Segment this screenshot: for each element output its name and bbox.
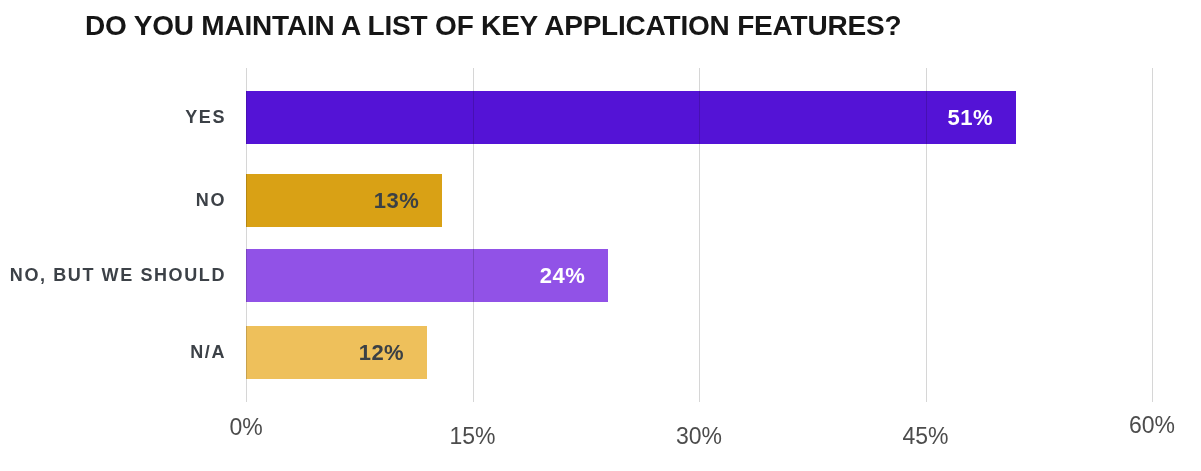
x-tick-label: 15% bbox=[449, 423, 495, 450]
x-tick-label: 30% bbox=[676, 423, 722, 450]
bar-value-label: 24% bbox=[540, 263, 609, 289]
bar: 24% bbox=[246, 249, 608, 302]
gridline bbox=[926, 68, 927, 402]
plot-area: 51% 13% 24% 12% bbox=[246, 68, 1152, 402]
bar-value-label: 51% bbox=[948, 105, 1017, 131]
bar-row: 12% bbox=[246, 326, 427, 379]
bar: 12% bbox=[246, 326, 427, 379]
category-label: NO, BUT WE SHOULD bbox=[0, 249, 226, 302]
category-label: YES bbox=[0, 91, 226, 144]
category-label: NO bbox=[0, 174, 226, 227]
x-axis: 0%15%30%45%60% bbox=[246, 412, 1152, 457]
bar-chart: DO YOU MAINTAIN A LIST OF KEY APPLICATIO… bbox=[0, 0, 1201, 471]
bar-row: 24% bbox=[246, 249, 608, 302]
bar-value-label: 13% bbox=[374, 188, 443, 214]
bar-row: 51% bbox=[246, 91, 1016, 144]
gridline bbox=[246, 68, 247, 402]
x-tick-label: 60% bbox=[1129, 412, 1175, 439]
x-tick-label: 0% bbox=[229, 414, 262, 441]
chart-title: DO YOU MAINTAIN A LIST OF KEY APPLICATIO… bbox=[85, 10, 901, 42]
x-tick-label: 45% bbox=[902, 423, 948, 450]
bar: 13% bbox=[246, 174, 442, 227]
gridline bbox=[1152, 68, 1153, 402]
gridline bbox=[699, 68, 700, 402]
bar-value-label: 12% bbox=[359, 340, 428, 366]
bar: 51% bbox=[246, 91, 1016, 144]
category-labels: YES NO NO, BUT WE SHOULD N/A bbox=[0, 68, 226, 402]
category-label: N/A bbox=[0, 326, 226, 379]
gridline bbox=[473, 68, 474, 402]
bar-row: 13% bbox=[246, 174, 442, 227]
